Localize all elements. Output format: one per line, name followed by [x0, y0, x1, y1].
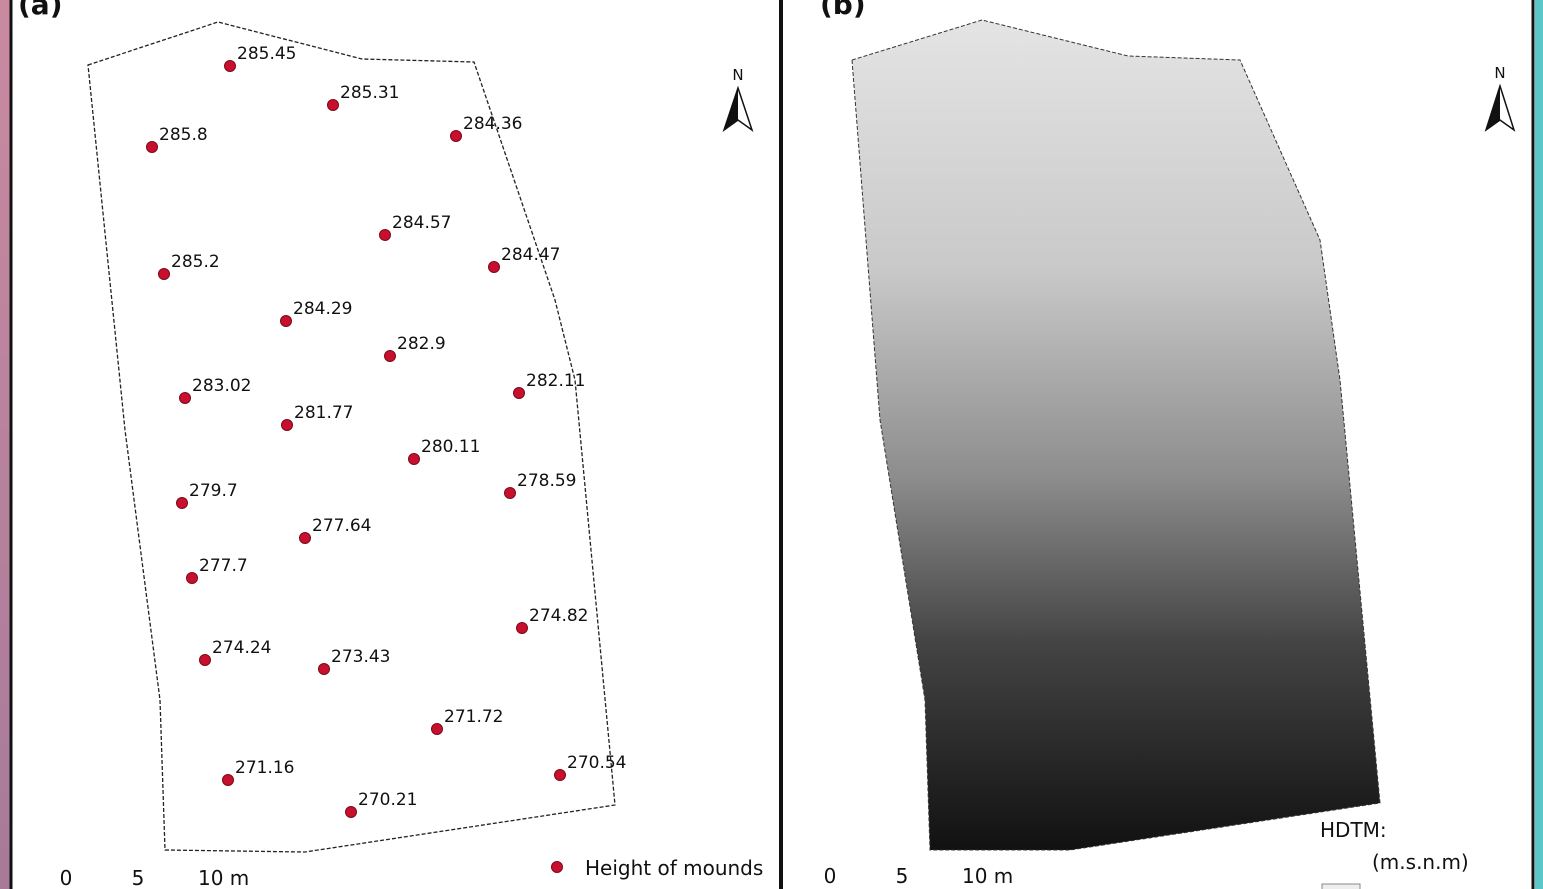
mound-height: 279.7 — [189, 481, 238, 501]
mound-point — [158, 268, 170, 280]
mound-point — [318, 663, 330, 675]
mound-height: 277.64 — [312, 516, 371, 536]
legend-symbol — [551, 861, 563, 873]
mound-point — [345, 806, 357, 818]
mound-height: 284.36 — [463, 114, 522, 134]
mound-height: 273.43 — [331, 647, 390, 667]
mound-point — [450, 130, 462, 142]
scale-label: 0 — [824, 864, 837, 888]
mound-height: 284.57 — [392, 213, 451, 233]
mound-height: 283.02 — [192, 376, 251, 396]
panel-label: (a) — [18, 0, 63, 21]
mound-point — [281, 419, 293, 431]
mound-height: 285.8 — [159, 125, 208, 145]
mound-point — [176, 497, 188, 509]
mound-point — [408, 453, 420, 465]
north-arrow — [1486, 86, 1500, 130]
scale-label: 10 m — [198, 866, 249, 889]
mound-point — [186, 572, 198, 584]
mound-height: 280.11 — [421, 437, 480, 457]
mound-point — [379, 229, 391, 241]
mound-height: 284.29 — [293, 299, 352, 319]
mound-point — [280, 315, 292, 327]
mound-height: 274.82 — [529, 606, 588, 626]
mound-point — [299, 532, 311, 544]
legend-label: Height of mounds — [585, 856, 763, 880]
mound-point — [431, 723, 443, 735]
scale-label: 10 m — [962, 864, 1013, 888]
legend-swatch — [1321, 883, 1361, 889]
edge-strip — [1535, 0, 1543, 889]
north-label: N — [1494, 64, 1505, 82]
mound-point — [327, 99, 339, 111]
mound-point — [199, 654, 211, 666]
mound-height: 270.54 — [567, 753, 626, 773]
mound-height: 271.16 — [235, 758, 294, 778]
mound-point — [488, 261, 500, 273]
north-label: N — [732, 66, 743, 84]
mound-point — [554, 769, 566, 781]
mound-point — [513, 387, 525, 399]
mound-height: 285.2 — [171, 252, 220, 272]
points: 285.45 285.31 285.8 284.36 284.57 285.2 284.47… — [146, 44, 626, 818]
scale-label: 0 — [60, 866, 73, 889]
mound-point — [504, 487, 516, 499]
mound-point — [384, 350, 396, 362]
mound-point — [179, 392, 191, 404]
mound-height: 271.72 — [444, 707, 503, 727]
scale-label: 5 — [896, 864, 909, 888]
mound-point — [516, 622, 528, 634]
site-boundary — [87, 21, 616, 853]
mound-height: 282.9 — [397, 334, 446, 354]
mound-height: 284.47 — [501, 245, 560, 265]
mound-point — [146, 141, 158, 153]
mound-height: 270.21 — [358, 790, 417, 810]
mound-height: 281.77 — [294, 403, 353, 423]
edge-strip — [0, 0, 10, 889]
mound-height: 274.24 — [212, 638, 271, 658]
legend-unit: (m.s.n.m) — [1372, 850, 1469, 874]
mound-height: 285.31 — [340, 83, 399, 103]
mound-point — [224, 60, 236, 72]
north-arrow — [724, 88, 738, 130]
mound-point — [222, 774, 234, 786]
mound-height: 278.59 — [517, 471, 576, 491]
elevation-model — [851, 19, 1381, 851]
legend-title: HDTM: — [1320, 818, 1387, 842]
mound-height: 285.45 — [237, 44, 296, 64]
mound-height: 277.7 — [199, 556, 248, 576]
panel-label: (b) — [820, 0, 866, 21]
mound-height: 282.11 — [526, 371, 585, 391]
scale-label: 5 — [132, 866, 145, 889]
